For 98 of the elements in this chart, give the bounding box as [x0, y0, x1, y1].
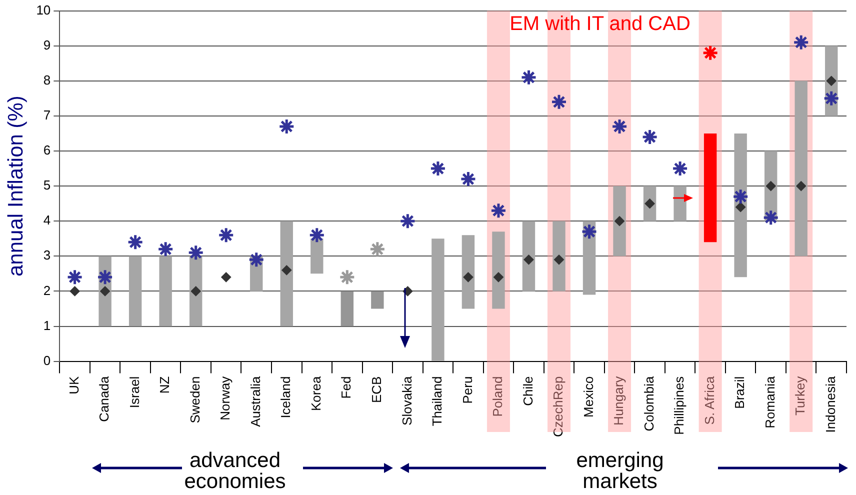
y-axis-title: annual Inflation (%): [4, 96, 28, 277]
point: [611, 118, 628, 135]
x-tick-label: Israel: [126, 376, 142, 408]
x-tick-label: Chile: [520, 376, 536, 406]
x-tick-label: Mexico: [580, 376, 596, 418]
point: [766, 181, 776, 192]
x-tick-label: Colombia: [641, 376, 656, 432]
point: [282, 265, 292, 276]
bar: [189, 256, 202, 326]
bar: [734, 133, 747, 278]
point: [188, 244, 204, 261]
point: [642, 128, 658, 146]
y-tick-label: 5: [43, 178, 51, 193]
bar: [280, 221, 293, 326]
point: [493, 272, 504, 282]
x-tick-label: S. Africa: [702, 376, 717, 425]
point: [190, 286, 201, 296]
point: [157, 240, 174, 258]
x-tick-label: Phillipines: [672, 376, 687, 435]
bar: [462, 235, 475, 309]
y-tick-label: 7: [43, 108, 51, 123]
point: [672, 160, 688, 177]
bar: [159, 256, 172, 326]
y-tick-label: 6: [43, 142, 51, 158]
point: [278, 118, 295, 135]
point: [524, 254, 534, 265]
point: [520, 69, 537, 86]
x-tick-label: Peru: [460, 376, 475, 404]
x-tick-label: Indonesia: [822, 376, 838, 433]
text: advanced economies: [183, 449, 287, 493]
bar: [128, 256, 142, 326]
bar: [371, 291, 384, 309]
bar: [674, 186, 686, 222]
x-tick-label: Norway: [218, 376, 233, 420]
point: [702, 44, 719, 62]
point: [218, 226, 234, 244]
x-tick-label: Iceland: [278, 376, 294, 418]
y-tick-label: 0: [43, 352, 51, 368]
y-tick-label: 9: [43, 37, 51, 52]
y-tick-label: 4: [43, 212, 51, 228]
point: [460, 170, 476, 188]
point: [100, 286, 110, 296]
bar: [552, 221, 566, 292]
point: [463, 272, 474, 282]
x-tick-label: Thailand: [430, 376, 445, 426]
bar: [492, 232, 505, 309]
bar: [340, 291, 354, 326]
x-tick-label: Romania: [762, 376, 778, 428]
point: [550, 94, 568, 110]
point: [762, 209, 780, 226]
bar: [794, 80, 808, 256]
point: [490, 202, 507, 219]
point: [369, 240, 386, 258]
point: [732, 188, 749, 205]
point: [614, 216, 625, 226]
point: [581, 223, 598, 240]
x-tick-label: Korea: [308, 376, 324, 412]
x-tick-label: Poland: [490, 376, 506, 417]
x-tick-label: Canada: [96, 376, 112, 422]
bar: [613, 186, 626, 256]
y-tick-label: 10: [36, 2, 51, 18]
point: [792, 34, 810, 51]
point: [338, 268, 356, 286]
point: [399, 212, 416, 230]
point: [308, 226, 326, 244]
bar: [704, 133, 717, 242]
x-tick-label: Slovakia: [399, 376, 414, 426]
x-tick-label: Brazil: [732, 376, 748, 409]
y-tick-label: 1: [43, 318, 51, 333]
point: [96, 268, 114, 286]
point: [554, 254, 564, 265]
point: [127, 234, 144, 250]
bar: [432, 238, 444, 361]
point: [430, 160, 446, 177]
point: [70, 286, 80, 296]
x-tick-label: Sweden: [187, 376, 202, 424]
x-tick-label: UK: [66, 376, 82, 394]
point: [796, 181, 806, 192]
annotation: EM with IT and CAD: [508, 13, 692, 35]
x-tick-label: CzechRep: [550, 376, 566, 438]
point: [66, 268, 84, 286]
x-tick-label: Turkey: [792, 376, 808, 416]
x-tick-label: Hungary: [611, 376, 626, 426]
point: [221, 272, 232, 282]
point: [826, 76, 836, 86]
point: [823, 90, 840, 107]
y-tick-label: 8: [43, 72, 51, 88]
x-tick-label: Australia: [248, 376, 263, 427]
x-tick-label: Fed: [338, 376, 354, 399]
bar: [310, 238, 324, 274]
point: [736, 202, 746, 212]
x-tick-label: NZ: [157, 376, 172, 394]
point: [248, 251, 265, 268]
text: emerging markets: [575, 449, 665, 493]
y-tick-label: 2: [43, 282, 51, 298]
y-tick-label: 3: [43, 248, 51, 263]
bar: [522, 221, 536, 292]
x-tick-label: ECB: [369, 376, 384, 404]
